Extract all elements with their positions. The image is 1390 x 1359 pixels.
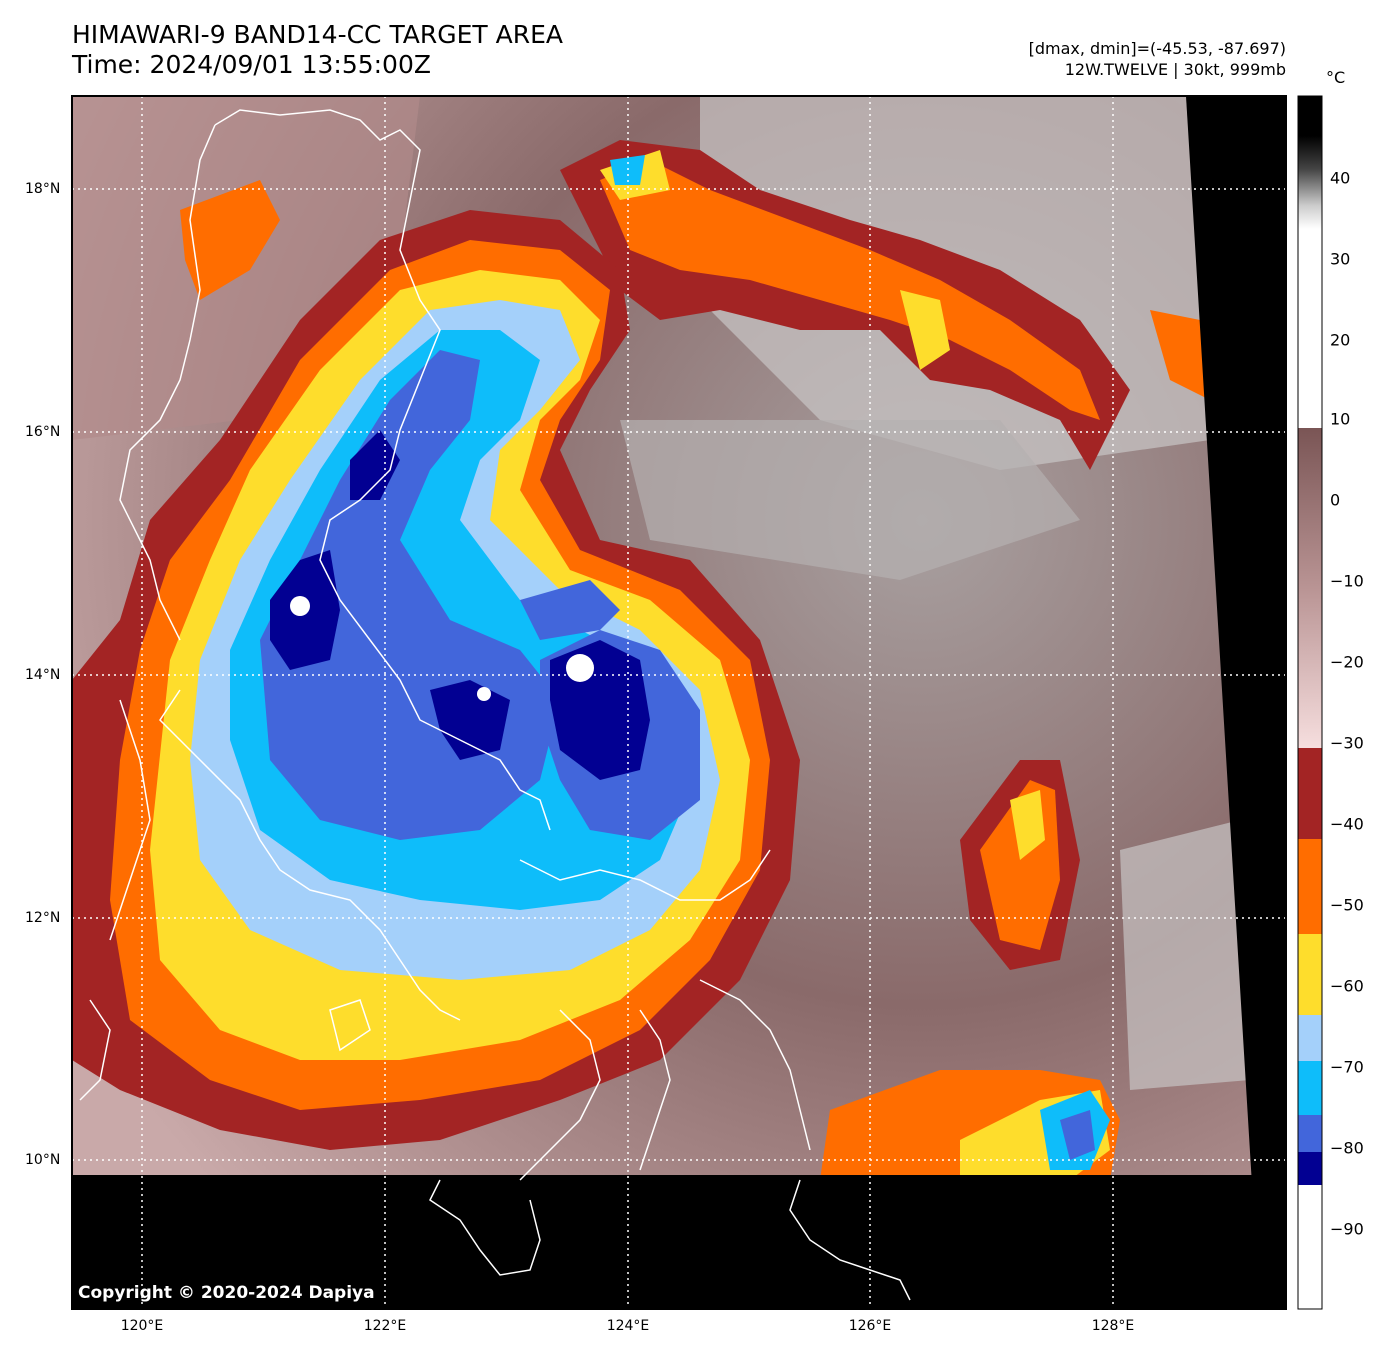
south-east-blue <box>1060 1110 1095 1160</box>
nw-patch-orange <box>180 180 280 300</box>
colorbar-tick: −40 <box>1330 814 1364 834</box>
title-line-1: HIMAWARI-9 BAND14-CC TARGET AREA <box>72 20 564 49</box>
imagery-layer <box>72 96 1286 1309</box>
colorbar-tick: −20 <box>1330 652 1364 672</box>
colorbar-tick: −80 <box>1330 1138 1364 1158</box>
map-frame <box>71 95 1287 1310</box>
lat-label: 10°N <box>25 1152 61 1168</box>
colorbar-tick: 10 <box>1330 409 1351 429</box>
colorbar-tick: −90 <box>1330 1219 1364 1239</box>
colorbar-tick: −10 <box>1330 571 1364 591</box>
core-white-1 <box>290 596 310 616</box>
colorbar-tick: 30 <box>1330 249 1351 269</box>
lat-label: 18°N <box>25 181 61 197</box>
colorbar <box>1297 95 1323 1310</box>
lon-label: 128°E <box>1091 1318 1135 1334</box>
lon-label: 120°E <box>120 1318 164 1334</box>
colorbar-tick: −60 <box>1330 976 1364 996</box>
right-cloud-field <box>1120 820 1250 1090</box>
outer-band-yellow <box>900 290 950 370</box>
colorbar-tick: 20 <box>1330 330 1351 350</box>
east-cluster-yellow <box>1010 790 1045 860</box>
core-navy-3 <box>430 680 510 760</box>
core-navy-4 <box>350 430 400 500</box>
colorbar-unit: °C <box>1326 68 1346 87</box>
north-east-cell-blue <box>520 580 620 640</box>
lon-label: 122°E <box>363 1318 407 1334</box>
title-line-2: Time: 2024/09/01 13:55:00Z <box>72 50 431 79</box>
storm-metadata: [dmax, dmin]=(-45.53, -87.697) 12W.TWELV… <box>1029 38 1286 80</box>
coastlines <box>79 109 911 1301</box>
outer-band-orange <box>600 160 1100 420</box>
east-cell-orange <box>1150 310 1210 400</box>
colorbar-tick: 40 <box>1330 168 1351 188</box>
gridlines <box>72 96 1286 1309</box>
no-data-bottom <box>72 1175 1286 1309</box>
lat-label: 14°N <box>25 667 61 683</box>
no-data-right <box>1186 96 1286 1309</box>
lon-label: 124°E <box>606 1318 650 1334</box>
meta-line-1: [dmax, dmin]=(-45.53, -87.697) <box>1028 39 1286 58</box>
colorbar-tick: −30 <box>1330 733 1364 753</box>
copyright-notice: Copyright © 2020-2024 Dapiya <box>78 1283 375 1303</box>
mid-cloud-field <box>620 420 1080 580</box>
chart-title: HIMAWARI-9 BAND14-CC TARGET AREA Time: 2… <box>72 20 563 80</box>
colorbar-tick: −70 <box>1330 1057 1364 1077</box>
colorbar-tick: −50 <box>1330 895 1364 915</box>
lon-label: 126°E <box>848 1318 892 1334</box>
lat-label: 12°N <box>25 910 61 926</box>
core-white-2 <box>566 654 594 682</box>
lat-label: 16°N <box>25 424 61 440</box>
meta-line-2: 12W.TWELVE | 30kt, 999mb <box>1064 60 1286 79</box>
colorbar-tick: 0 <box>1330 490 1341 510</box>
core-white-3 <box>477 687 491 701</box>
